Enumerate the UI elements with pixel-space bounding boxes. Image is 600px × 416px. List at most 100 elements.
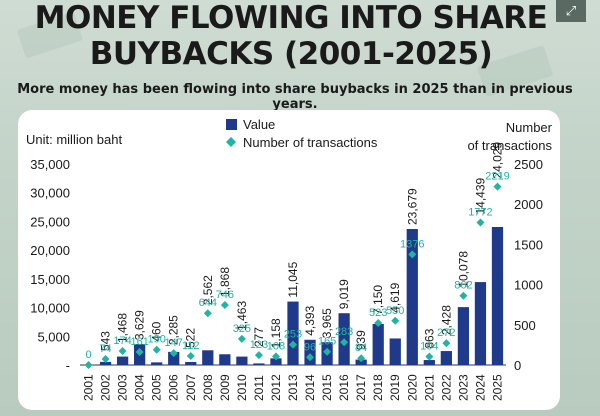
x-tick-label: 2005 [150,374,164,401]
transaction-marker [289,340,297,349]
bar-value-label: 3,965 [320,308,334,338]
transaction-label: 161 [130,336,148,348]
x-tick-label: 2013 [286,374,300,401]
bar-value-label: 2,428 [439,305,453,335]
transaction-label: 523 [369,307,387,319]
subtitle: More money has been flowing into share b… [17,82,573,112]
x-tick-label: 2015 [320,374,334,401]
transaction-marker [118,347,127,356]
transaction-marker [340,338,349,347]
x-tick-label: 2022 [439,374,453,401]
transaction-label: 84 [355,342,367,354]
transaction-marker [459,291,468,300]
bar [253,363,265,365]
transaction-marker [237,334,246,343]
transaction-marker [391,316,400,325]
transaction-label: 190 [148,334,166,346]
left-tick-label: 20,000 [30,243,70,258]
bar-value-label: 11,045 [286,261,300,297]
right-tick-label: 1000 [514,278,543,293]
bar-value-label: 543 [99,331,113,351]
transaction-label: 147 [165,337,183,349]
bar-value-label: 1,868 [218,267,232,297]
x-tick-label: 2021 [422,374,436,401]
x-tick-label: 2012 [269,374,283,401]
bar [304,339,316,365]
x-tick-label: 2004 [133,374,147,401]
x-tick-label: 2006 [167,374,181,401]
bar-value-label: 277 [252,327,266,347]
x-tick-label: 2001 [82,374,96,401]
bar [236,356,248,365]
transaction-label: 1772 [468,207,492,219]
transaction-marker [493,182,502,191]
transaction-label: 644 [199,297,217,309]
right-tick-label: 500 [514,318,536,333]
transaction-marker [374,318,383,327]
x-tick-label: 2024 [473,374,487,401]
transaction-label: 862 [454,280,472,292]
legend-marker-transactions [226,137,236,147]
x-tick-label: 2003 [116,374,130,401]
x-tick-label: 2008 [201,374,215,401]
bar-value-label: 7,150 [371,285,385,315]
bar [406,229,418,365]
bar-value-label: 1,468 [116,313,130,343]
x-tick-label: 2010 [235,374,249,401]
right-tick-label: 0 [514,358,521,373]
x-tick-label: 2016 [337,374,351,401]
bar-value-label: 863 [422,328,436,348]
legend-label-value: Value [243,117,275,132]
x-tick-label: 2011 [252,375,266,401]
bar-value-label: 4,619 [388,282,402,312]
transaction-label: 1376 [400,238,424,250]
left-tick-label: - [66,358,70,373]
right-axis-label: Number [506,120,553,135]
bar [219,354,231,365]
legend-label-transactions: Number of transactions [243,135,378,150]
right-axis-label: of transactions [467,138,552,153]
bar-value-label: 9,019 [337,279,351,309]
transaction-label: 272 [437,327,455,339]
x-tick-label: 2019 [388,374,402,401]
bar [355,359,367,365]
transaction-label: 325 [233,323,251,335]
x-tick-label: 2023 [456,374,470,401]
bar [372,323,384,365]
transaction-marker [408,250,417,259]
bar [116,356,129,365]
x-tick-label: 2018 [371,374,385,401]
transaction-marker [220,301,229,310]
transaction-label: 2219 [485,171,509,183]
transaction-label: 746 [216,289,234,301]
title-line-1: MONEY FLOWING INTO SHARE [34,0,548,36]
bar [185,362,197,365]
chart: Unit: million baht Number of transactions V… [26,117,553,401]
transaction-marker [254,351,263,360]
transaction-label: 123 [250,339,268,351]
legend-swatch-value [226,119,237,130]
transaction-marker [357,354,366,363]
bar-value-label: 14,439 [473,178,487,215]
bar [287,301,299,365]
expand-icon[interactable]: ⤢ [556,0,586,22]
right-tick-label: 1500 [514,237,543,252]
title-line-2: BUYBACKS (2001-2025) [89,36,493,72]
bar-value-label: 1,158 [269,318,283,348]
transaction-marker [169,349,178,358]
x-tick-label: 2002 [99,374,113,401]
transaction-marker [425,352,434,361]
bar-value-label: 2,562 [201,275,215,305]
x-tick-label: 2025 [490,374,504,401]
bar-value-label: 460 [150,321,164,341]
transaction-label: 174 [113,335,131,347]
bar-value-label: 522 [184,328,198,348]
transaction-label: 165 [318,336,336,348]
transaction-marker [101,355,110,364]
unit-label: Unit: million baht [26,132,122,147]
bar [474,282,487,365]
transaction-marker [186,351,195,360]
bar [270,358,282,365]
transaction-label: 108 [267,340,285,352]
bar-value-label: 2,285 [167,315,181,345]
